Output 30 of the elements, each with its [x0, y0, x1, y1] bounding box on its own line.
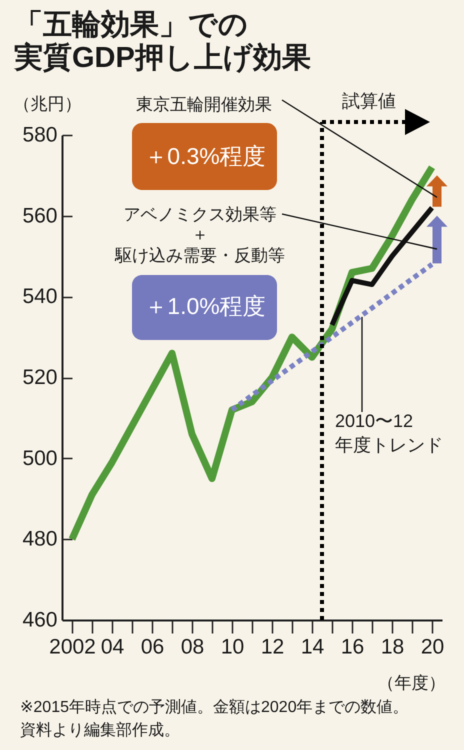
- x-tick-label: 10: [220, 636, 244, 658]
- y-tick-label: 560: [22, 204, 58, 228]
- annotation: ＋0.3%程度: [144, 143, 266, 169]
- y-tick-label: 520: [22, 366, 58, 389]
- y-tick-label: 540: [22, 285, 58, 308]
- x-tick-label: 06: [140, 636, 164, 658]
- x-axis-title: （年度）: [378, 674, 446, 692]
- x-tick-label: 08: [180, 636, 204, 658]
- y-tick-label: 580: [22, 124, 58, 146]
- x-tick-label: 20: [420, 636, 444, 658]
- annotation: ＋1.0%程度: [144, 293, 266, 319]
- y-tick-label: 480: [22, 528, 58, 551]
- x-tick-label: 18: [380, 636, 404, 658]
- x-tick-label: 2002: [49, 636, 96, 658]
- x-tick-label: 16: [340, 636, 364, 658]
- ref-line-label: 試算値: [342, 91, 396, 111]
- annotation: 駆け込み需要・反動等: [114, 246, 285, 265]
- y-axis-title: （兆円）: [14, 94, 82, 114]
- annotation: アベノミクス効果等: [124, 205, 276, 224]
- annotation: ＋: [192, 225, 208, 244]
- text: 東京五輪開催効果: [136, 95, 272, 114]
- chart-title: 「五輪効果」での実質GDP押し上げ効果: [13, 9, 311, 74]
- y-tick-label: 500: [22, 446, 58, 470]
- text: ※2015年時点での予測値。金額は2020年までの数値。: [20, 698, 409, 716]
- y-tick-label: 460: [22, 608, 58, 632]
- x-tick-label: 12: [260, 636, 284, 658]
- text: 資料より編集部作成。: [20, 721, 180, 739]
- x-tick-label: 04: [100, 636, 124, 658]
- annotation: 2010〜12 年度トレンド: [335, 411, 443, 455]
- x-tick-label: 14: [300, 636, 324, 658]
